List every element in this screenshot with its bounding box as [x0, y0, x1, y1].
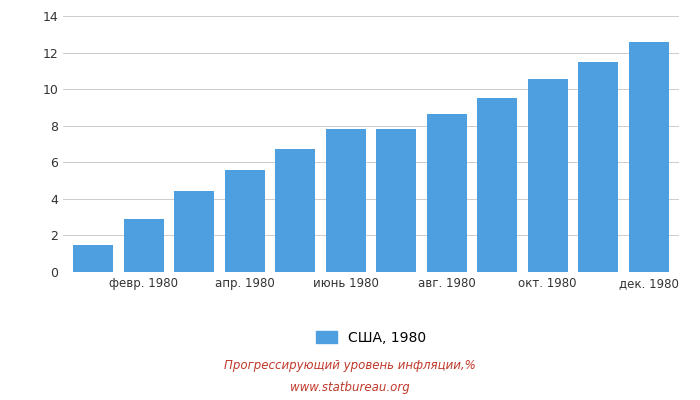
Bar: [528, 79, 568, 272]
Bar: [376, 129, 416, 272]
Bar: [174, 191, 214, 272]
Text: Прогрессирующий уровень инфляции,%: Прогрессирующий уровень инфляции,%: [224, 360, 476, 372]
Bar: [275, 150, 316, 272]
Bar: [426, 114, 467, 272]
Legend: США, 1980: США, 1980: [310, 325, 432, 350]
Bar: [225, 170, 265, 272]
Bar: [73, 246, 113, 272]
Bar: [629, 42, 669, 272]
Text: www.statbureau.org: www.statbureau.org: [290, 382, 410, 394]
Bar: [326, 129, 366, 272]
Bar: [124, 219, 164, 272]
Bar: [578, 62, 618, 272]
Bar: [477, 98, 517, 272]
